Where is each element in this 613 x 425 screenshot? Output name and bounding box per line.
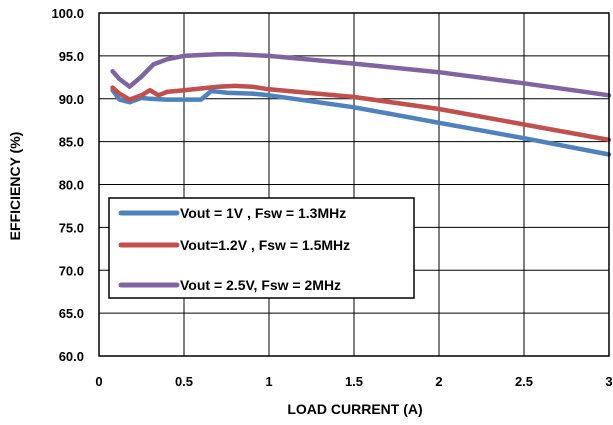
x-tick-label: 1 (265, 374, 272, 389)
y-tick-label: 85.0 (59, 135, 84, 150)
x-tick-labels: 0 0.5 1 1.5 2 2.5 3 (95, 374, 612, 389)
y-tick-label: 90.0 (59, 92, 84, 107)
x-tick-label: 3 (605, 374, 612, 389)
legend-label-2-5v: Vout = 2.5V, Fsw = 2MHz (180, 277, 341, 293)
grid (98, 12, 610, 357)
y-tick-label: 65.0 (59, 306, 84, 321)
y-tick-labels: 60.0 65.0 70.0 75.0 80.0 85.0 90.0 95.0 100.0 (51, 6, 84, 364)
legend-label-1-2v: Vout=1.2V , Fsw = 1.5MHz (180, 237, 350, 253)
legend: Vout = 1V , Fsw = 1.3MHz Vout=1.2V , Fsw… (108, 197, 415, 299)
series-lines (110, 51, 612, 157)
y-axis-label: EFFICIENCY (%) (7, 132, 23, 241)
y-tick-label: 70.0 (59, 263, 84, 278)
y-tick-label: 100.0 (51, 6, 84, 21)
y-tick-label: 60.0 (59, 349, 84, 364)
x-axis-label: LOAD CURRENT (A) (287, 401, 422, 417)
y-tick-label: 95.0 (59, 49, 84, 64)
series-line-0 (110, 87, 612, 157)
legend-label-1v: Vout = 1V , Fsw = 1.3MHz (180, 205, 346, 221)
x-tick-label: 2.5 (515, 374, 533, 389)
series-line-1 (110, 83, 612, 143)
x-tick-label: 2 (435, 374, 442, 389)
x-tick-label: 0.5 (175, 374, 193, 389)
x-tick-label: 1.5 (345, 374, 363, 389)
y-tick-label: 75.0 (59, 220, 84, 235)
x-tick-label: 0 (95, 374, 102, 389)
y-tick-label: 80.0 (59, 178, 84, 193)
plot-frame (98, 12, 610, 357)
series-line-2 (110, 51, 612, 98)
